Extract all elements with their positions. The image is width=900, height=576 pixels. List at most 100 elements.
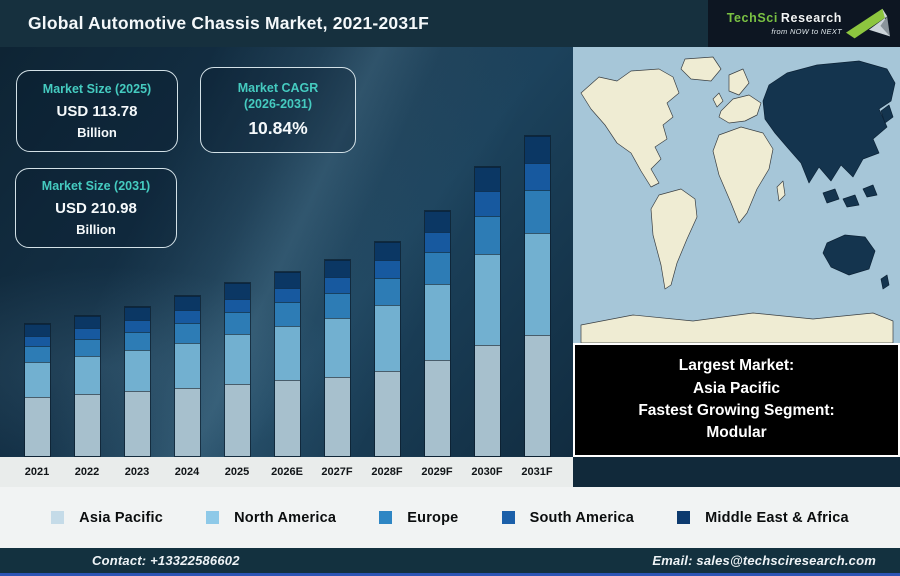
legend-label: Europe [407,509,459,526]
bar-segment [124,306,150,320]
bar-segment [374,259,400,278]
bar-segment [124,391,150,456]
stat-label: (2026-2031) [243,96,313,111]
world-map-panel [573,47,900,344]
bar-segment [274,287,300,303]
bar-segment [74,394,100,456]
bar-segment [124,319,150,332]
bar-segment [524,189,550,233]
legend: Asia Pacific North America Europe South Ame… [0,487,900,548]
x-tick-label: 2030F [471,466,503,478]
bar-segment [174,310,200,323]
stacked-bar-2022 [73,314,101,457]
bar-segment [24,361,50,398]
bar-segment [524,335,550,456]
legend-swatch [677,511,691,524]
bar-segment [124,331,150,350]
info-line: Modular [706,424,767,442]
continent-europe [718,94,762,124]
legend-label: North America [234,509,337,526]
legend-label: Middle East & Africa [705,509,849,526]
bar-segment [224,383,250,456]
bar-segment [474,254,500,345]
x-tick-label: 2029F [421,466,453,478]
stat-label: Market Size (2031) [41,179,151,194]
footer-bar: Contact: +13322586602 Email: sales@techs… [0,548,900,576]
region-scandinavia [728,68,750,96]
logo-brand-secondary: Research [780,11,842,25]
bar-segment [274,380,300,456]
bar-segment [274,326,300,381]
legend-item: South America [501,509,634,526]
legend-swatch [206,511,220,524]
bar-segment [24,346,50,362]
bar-segment [324,292,350,318]
footer-email: Email: sales@techsciresearch.com [652,553,876,568]
stacked-bar-2021 [23,323,51,457]
region-southeast-asia-2 [842,194,860,208]
x-tick-label: 2021 [24,466,50,478]
stat-value: USD 113.78 [56,102,138,120]
x-tick-label: 2027F [321,466,353,478]
bar-segment [224,334,250,384]
stat-value: 10.84% [248,118,308,139]
bar-segment [74,356,100,395]
bar-segment [424,231,450,253]
bar-segment [74,315,100,329]
legend-label: South America [529,509,634,526]
logo-brand-primary: TechSci [726,11,778,25]
continent-south-america [650,188,698,290]
bar-segment [424,360,450,456]
footer-contact: Contact: +13322586602 [92,553,240,568]
stat-unit: Billion [76,221,116,237]
stacked-bar-2024 [173,295,201,457]
bar-segment [174,387,200,456]
stacked-bar-2025 [223,282,251,457]
page-title: Global Automotive Chassis Market, 2021-2… [28,13,430,33]
bar-segment [174,296,200,311]
x-tick-label: 2028F [371,466,403,478]
bar-segment [524,163,550,190]
x-tick-label: 2025 [224,466,250,478]
bar-segment [374,305,400,371]
region-new-zealand-highlight [880,274,890,290]
bar-segment [324,276,350,293]
bar-segment [74,339,100,357]
region-british-isles [712,92,724,108]
stat-label: Market Size (2025) [42,82,152,97]
bar-segment [224,298,250,313]
bar-segment [374,241,400,260]
stacked-bar-2030F [473,166,501,457]
bar-segment [224,312,250,335]
legend-swatch [51,511,65,524]
stacked-bar-2029F [423,209,451,457]
world-map [573,47,900,344]
bar-segment [24,336,50,347]
legend-item: North America [206,510,336,526]
x-tick-label: 2022 [74,466,100,478]
region-asia-highlight [762,60,896,184]
region-japan-highlight [880,104,894,124]
island-madagascar [776,180,786,202]
x-axis-strip: 2021 2022 2023 2024 2025 2026E 2027F 2028F 2029F… [0,457,573,487]
bar-segment [274,302,300,327]
x-tick-label: 2023 [124,466,150,478]
stacked-bar-2028F [373,240,401,457]
stat-box-market-size-2031: Market Size (2031) USD 210.98 Billion [15,168,177,248]
bar-segment [524,136,550,164]
bar-segment [424,252,450,285]
chart-panel: Market Size (2025) USD 113.78 Billion Ma… [0,47,573,457]
bar-segment [24,324,50,337]
info-line: Asia Pacific [692,379,781,397]
x-tick-label: 2026E [271,466,303,478]
techsci-logo: TechSci Research from NOW to NEXT [708,0,900,47]
stacked-bar-2023 [123,305,151,457]
logo-tagline: from NOW to NEXT [771,26,842,36]
region-southeast-asia-3 [862,184,878,198]
stat-label: Market CAGR [237,80,319,95]
stat-unit: Billion [77,124,117,140]
legend-item: Middle East & Africa [677,510,849,526]
stacked-bar-2031F [523,135,551,457]
bar-segment [24,397,50,456]
